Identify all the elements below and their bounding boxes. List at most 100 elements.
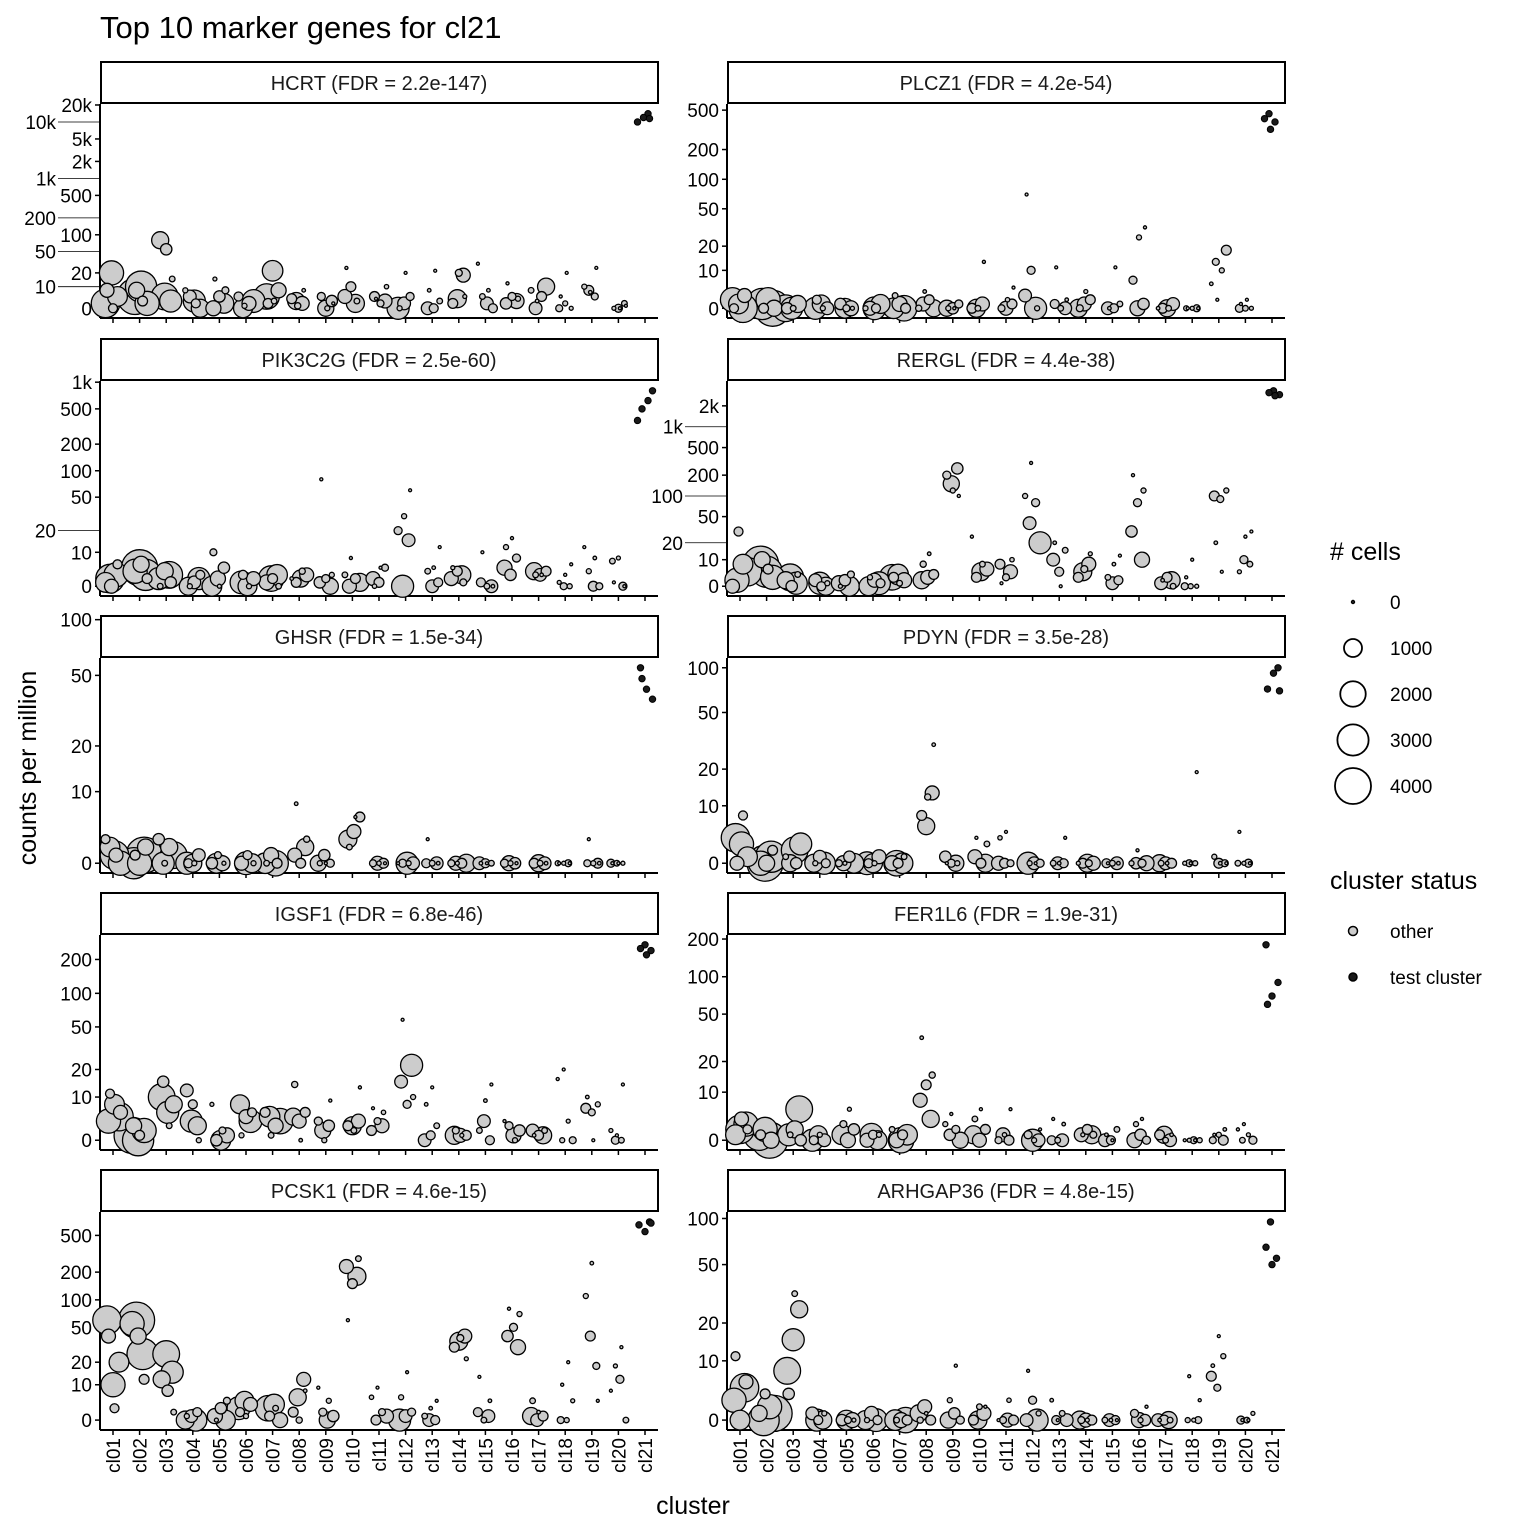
data-point — [567, 861, 572, 866]
data-point — [337, 288, 353, 305]
data-point — [1165, 304, 1173, 312]
data-point — [338, 1258, 355, 1275]
data-point — [267, 1117, 284, 1134]
data-point — [1084, 859, 1093, 868]
data-point — [1135, 848, 1140, 853]
data-point — [214, 1401, 228, 1415]
data-point — [816, 581, 827, 592]
data-point — [786, 1131, 794, 1139]
data-point — [1247, 861, 1253, 866]
data-point — [1105, 861, 1111, 866]
facet-strip-label: RERGL (FDR = 4.4e-38) — [897, 350, 1116, 372]
data-point — [514, 861, 519, 866]
data-point — [350, 1113, 367, 1129]
data-point — [344, 265, 349, 271]
x-tick-label: cl16 — [1130, 1438, 1151, 1473]
data-point — [490, 583, 496, 589]
data-point — [536, 290, 548, 303]
data-point — [183, 1412, 190, 1420]
data-point — [875, 578, 886, 589]
data-point — [161, 859, 169, 867]
data-point — [187, 1099, 198, 1110]
data-point — [556, 579, 562, 586]
y-tick-label: 50 — [71, 1318, 92, 1339]
data-point — [875, 1131, 883, 1138]
legend-size-key — [1334, 767, 1372, 805]
data-point — [1188, 861, 1193, 866]
data-point — [1137, 1416, 1144, 1424]
data-point — [838, 573, 852, 587]
data-point — [436, 297, 444, 305]
data-point — [275, 582, 283, 590]
data-point — [782, 1387, 796, 1401]
data-point — [611, 580, 617, 585]
data-point — [1061, 546, 1069, 554]
y-tick-label: 0 — [708, 854, 719, 875]
data-point-test-cluster — [647, 946, 655, 955]
y-tick-label: 200 — [60, 1263, 92, 1284]
data-point — [1103, 1132, 1109, 1138]
x-tick-label: cl07 — [891, 1438, 912, 1473]
data-point — [376, 299, 385, 308]
data-point — [350, 1126, 358, 1134]
data-point — [504, 568, 517, 582]
data-point — [843, 1415, 853, 1425]
data-point — [433, 577, 444, 588]
data-point — [447, 297, 459, 309]
data-point — [1054, 265, 1059, 270]
data-point — [241, 302, 248, 310]
data-point — [590, 292, 599, 301]
data-point — [1080, 564, 1089, 574]
y-tick-label: 20k — [61, 96, 92, 117]
data-point — [975, 857, 987, 869]
data-point — [942, 1120, 949, 1128]
data-point — [536, 859, 544, 867]
data-point — [1021, 492, 1029, 500]
data-point — [620, 860, 626, 866]
y-tick-label: 50 — [698, 1005, 719, 1026]
data-point — [104, 1088, 116, 1099]
data-point — [596, 860, 602, 866]
data-point — [317, 848, 331, 862]
y-tick-label: 2k — [699, 397, 720, 418]
data-point — [127, 281, 146, 300]
data-point — [914, 304, 923, 313]
data-point — [316, 1385, 321, 1390]
data-point — [100, 834, 111, 845]
data-point — [477, 1374, 482, 1379]
facet-strip — [727, 338, 1286, 381]
data-point — [502, 543, 510, 551]
data-point — [406, 1407, 417, 1417]
y-tick-label: 0 — [81, 854, 92, 875]
y-tick-label: 10 — [698, 261, 719, 282]
data-point — [610, 861, 615, 866]
data-point — [402, 1099, 412, 1110]
x-tick-label: cl10 — [343, 1438, 364, 1473]
x-tick-label: cl12 — [397, 1438, 418, 1473]
x-tick-label: cl06 — [864, 1438, 885, 1473]
data-point — [1019, 1413, 1034, 1428]
data-point — [1035, 1410, 1042, 1417]
y-tick-label: 50 — [35, 243, 56, 264]
data-point — [589, 1260, 595, 1266]
x-tick-label: cl03 — [157, 1438, 178, 1473]
data-point — [928, 568, 940, 581]
y-tick-label: 50 — [698, 703, 719, 724]
data-point — [1243, 534, 1248, 539]
facet-arhgap36: ARHGAP36 (FDR = 4.8e-15) 0 10 20 50 100 cl01 cl… — [687, 1169, 1286, 1473]
y-tick-label: 100 — [60, 984, 92, 1005]
facet-strip — [727, 892, 1286, 935]
y-tick-label: 0 — [708, 577, 719, 598]
data-point — [974, 835, 979, 841]
data-point — [1077, 1415, 1086, 1425]
data-point — [475, 1126, 483, 1134]
data-point — [946, 1397, 953, 1404]
data-point — [813, 1414, 824, 1426]
data-point — [592, 555, 598, 561]
data-point — [1139, 1116, 1145, 1122]
data-point — [1003, 829, 1009, 835]
data-point — [923, 294, 935, 306]
y-tick-label: 100 — [687, 659, 719, 680]
data-point — [264, 1410, 276, 1422]
